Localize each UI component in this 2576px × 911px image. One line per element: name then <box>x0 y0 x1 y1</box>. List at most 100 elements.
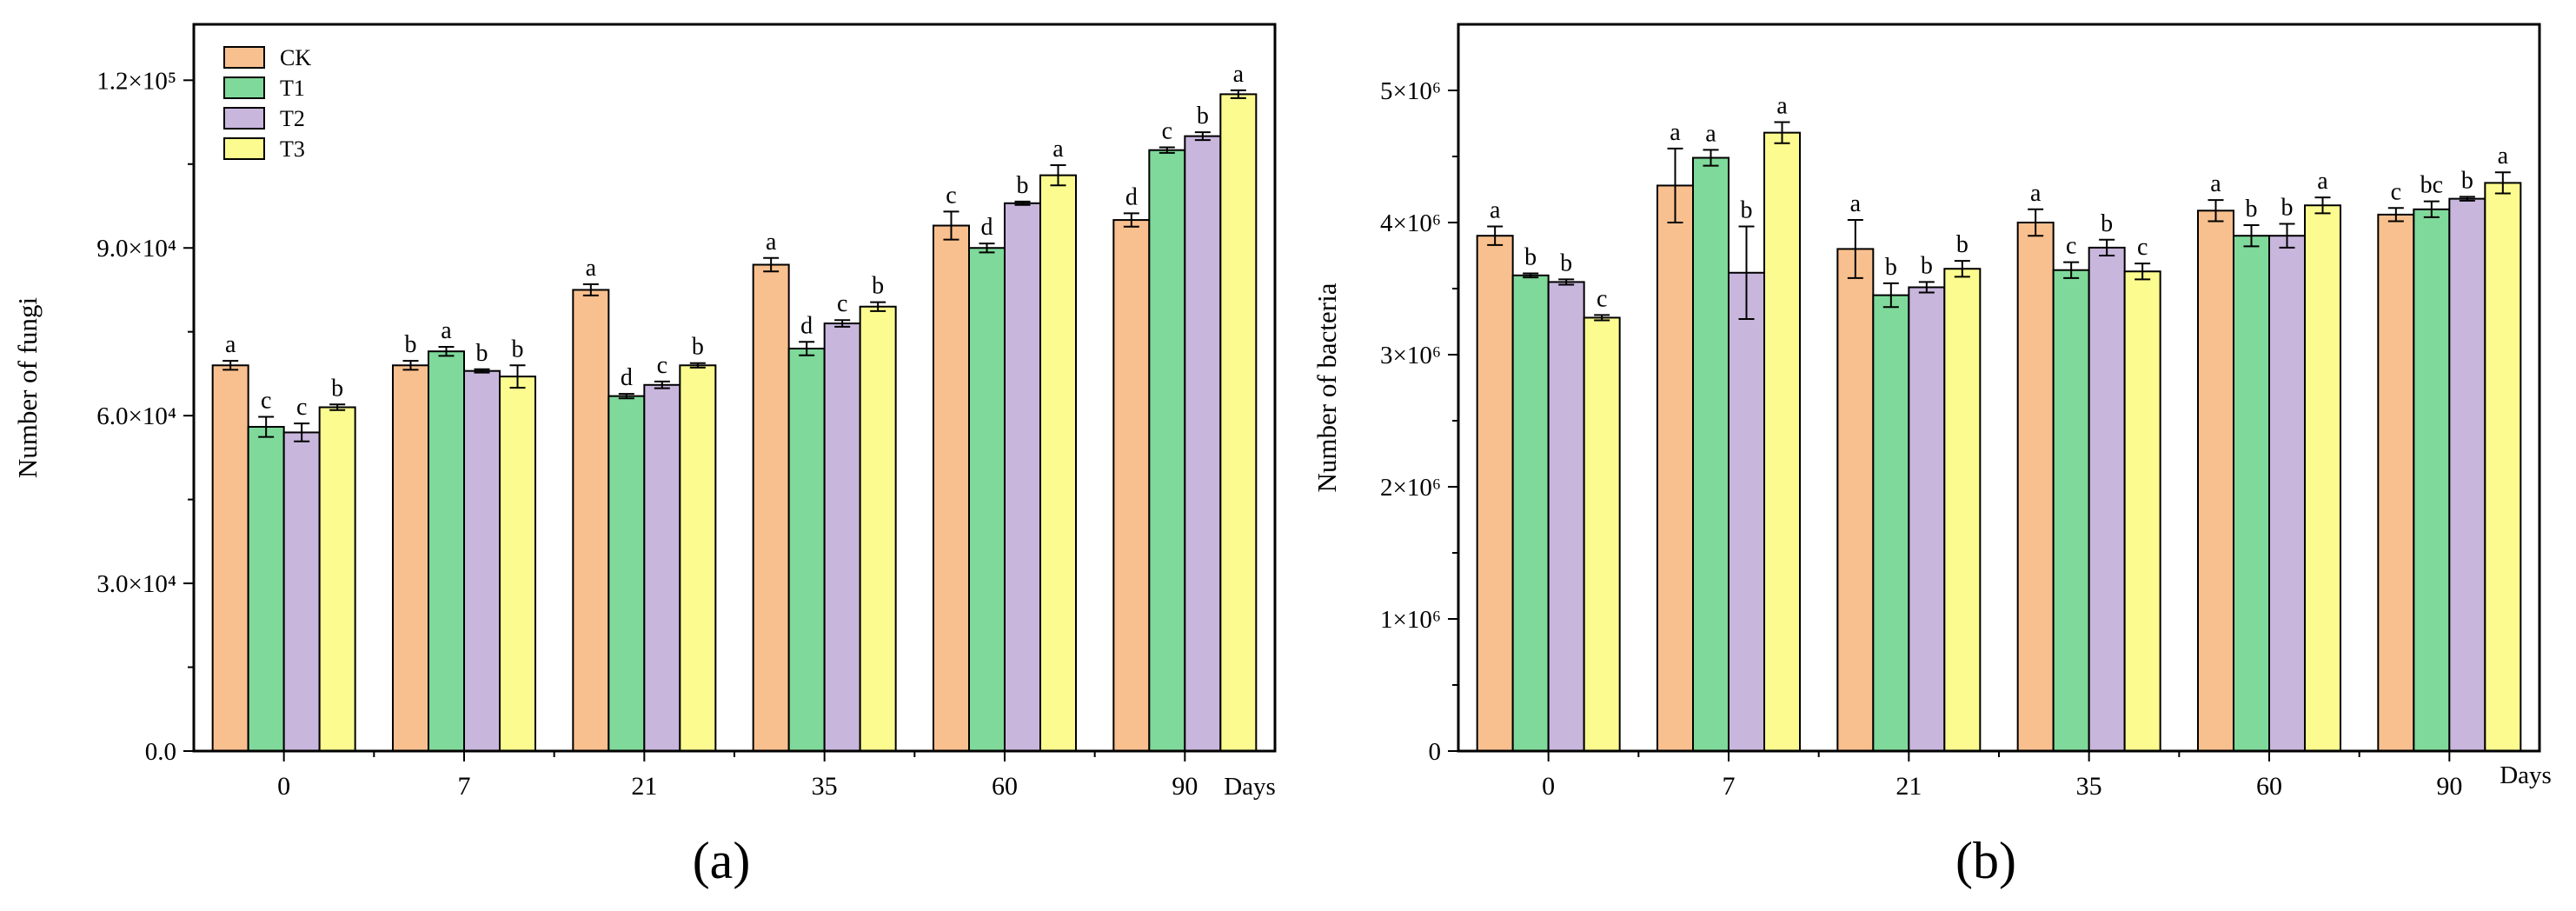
fungi-significance-letter-t1-day-7: a <box>441 317 452 344</box>
bacteria-bar-ck-day-60 <box>2197 209 2234 752</box>
legend-label-t3: T3 <box>280 136 305 162</box>
fungi-x-tick-label-35: 35 <box>812 772 838 801</box>
bacteria-significance-letter-t2-day-0: b <box>1560 249 1572 276</box>
fungi-bar-ck-day-7 <box>392 364 429 752</box>
legend-swatch-t3 <box>223 137 265 160</box>
bacteria-bar-t2-day-60 <box>2268 235 2306 752</box>
bacteria-significance-letter-t2-day-60: b <box>2281 195 2294 222</box>
fungi-bar-t2-day-7 <box>463 369 501 752</box>
bacteria-significance-letter-t3-day-7: a <box>1776 92 1788 119</box>
fungi-bar-t2-day-0 <box>282 431 321 752</box>
fungi-bar-t2-day-35 <box>823 323 861 752</box>
bacteria-significance-letter-t1-day-90: bc <box>2420 172 2443 199</box>
bacteria-bar-ck-day-35 <box>2016 222 2055 752</box>
fungi-bar-t3-day-0 <box>318 406 356 752</box>
bacteria-bar-t1-day-7 <box>1692 156 1730 752</box>
fungi-bar-t1-day-0 <box>247 426 285 752</box>
fungi-x-tick-label-0: 0 <box>277 772 290 801</box>
fungi-significance-letter-t1-day-90: c <box>1162 117 1172 144</box>
fungi-bar-t3-day-90 <box>1219 93 1258 752</box>
bacteria-significance-letter-t1-day-21: b <box>1885 254 1897 281</box>
fungi-significance-letter-t2-day-7: b <box>476 340 488 367</box>
fungi-y-axis-label: Number of fungi <box>12 296 43 478</box>
fungi-x-tick-label-90: 90 <box>1172 772 1198 801</box>
fungi-bar-t3-day-35 <box>859 305 897 752</box>
bacteria-y-tick-label-5: 5×10⁶ <box>1380 77 1441 105</box>
bacteria-significance-letter-t1-day-7: a <box>1705 120 1716 147</box>
legend-label-ck: CK <box>280 45 311 70</box>
bacteria-bar-t2-day-21 <box>1908 286 1946 753</box>
fungi-bar-t2-day-21 <box>643 383 681 752</box>
bacteria-x-tick-label-21: 21 <box>1895 772 1922 801</box>
fungi-bar-t3-day-60 <box>1039 174 1077 752</box>
fungi-bar-t2-day-90 <box>1184 135 1222 753</box>
fungi-x-axis-label: Days <box>1224 773 1276 801</box>
bacteria-significance-letter-t2-day-21: b <box>1921 252 1933 279</box>
bacteria-bar-t2-day-0 <box>1547 281 1585 752</box>
fungi-bar-ck-day-60 <box>933 224 970 752</box>
bacteria-bar-t3-day-7 <box>1763 131 1801 752</box>
fungi-significance-letter-t1-day-0: c <box>261 387 271 414</box>
fungi-x-tick-label-21: 21 <box>631 772 657 801</box>
fungi-bar-t1-day-60 <box>968 247 1006 752</box>
bacteria-bar-t1-day-0 <box>1511 274 1550 752</box>
bacteria-significance-letter-ck-day-90: c <box>2391 178 2401 205</box>
fungi-significance-letter-t2-day-21: c <box>657 352 667 379</box>
bacteria-significance-letter-t1-day-0: b <box>1524 244 1537 271</box>
bacteria-bar-ck-day-21 <box>1836 248 1875 752</box>
bacteria-bar-ck-day-0 <box>1476 235 1514 752</box>
legend-label-t2: T2 <box>280 106 305 131</box>
bacteria-x-tick-label-0: 0 <box>1542 772 1555 801</box>
bacteria-x-tick-label-35: 35 <box>2076 772 2102 801</box>
fungi-bar-t3-day-21 <box>679 364 717 752</box>
bacteria-significance-letter-t3-day-90: a <box>2498 143 2509 170</box>
bacteria-significance-letter-t3-day-0: c <box>1597 285 1607 312</box>
bacteria-x-tick-label-7: 7 <box>1723 772 1736 801</box>
fungi-bar-t1-day-7 <box>428 350 465 752</box>
bacteria-significance-letter-t3-day-35: c <box>2137 234 2148 261</box>
bacteria-significance-letter-t2-day-90: b <box>2461 167 2473 194</box>
fungi-y-tick-label-4: 1.2×10⁵ <box>96 67 176 95</box>
fungi-significance-letter-t3-day-0: b <box>331 375 343 402</box>
bacteria-y-tick-label-3: 3×10⁶ <box>1380 342 1441 369</box>
bacteria-bar-t3-day-35 <box>2123 270 2161 752</box>
bacteria-significance-letter-t1-day-60: b <box>2246 196 2258 223</box>
fungi-y-tick-label-1: 3.0×10⁴ <box>96 570 176 598</box>
fungi-significance-letter-ck-day-21: a <box>586 255 597 282</box>
fungi-significance-letter-t1-day-35: d <box>800 312 813 339</box>
fungi-y-tick-label-3: 9.0×10⁴ <box>96 235 176 263</box>
bacteria-y-tick-label-4: 4×10⁶ <box>1380 209 1441 237</box>
bacteria-bar-t3-day-0 <box>1583 316 1621 752</box>
bacteria-bar-t1-day-90 <box>2413 208 2451 753</box>
fungi-panel-label: (a) <box>693 832 751 889</box>
fungi-y-tick-label-2: 6.0×10⁴ <box>96 402 176 430</box>
fungi-bar-t2-day-60 <box>1004 202 1041 753</box>
fungi-significance-letter-t2-day-90: b <box>1197 103 1209 130</box>
fungi-significance-letter-t3-day-90: a <box>1233 61 1245 88</box>
bacteria-significance-letter-t3-day-21: b <box>1956 231 1969 258</box>
bacteria-panel-label: (b) <box>1955 832 2016 889</box>
fungi-bar-ck-day-35 <box>752 263 790 752</box>
fungi-significance-letter-t2-day-0: c <box>296 394 307 421</box>
fungi-significance-letter-t3-day-35: b <box>872 273 884 300</box>
bacteria-bar-t3-day-90 <box>2484 182 2522 752</box>
fungi-significance-letter-t1-day-21: d <box>621 364 633 391</box>
bacteria-bar-t1-day-35 <box>2052 269 2090 753</box>
bacteria-significance-letter-ck-day-35: a <box>2030 180 2042 207</box>
fungi-significance-letter-t1-day-60: d <box>981 214 993 241</box>
bacteria-y-axis-label: Number of bacteria <box>1311 283 1342 492</box>
fungi-axis-ticks: 0 7 21 35 60 90 0.0 3.0×10⁴ 6.0×10⁴ 9.0×10⁴ 1.2×10… <box>96 67 1198 801</box>
legend-swatch-t2 <box>223 107 265 130</box>
bacteria-x-tick-label-90: 90 <box>2436 772 2462 801</box>
fungi-significance-letter-ck-day-90: d <box>1125 183 1138 210</box>
fungi-bar-t1-day-90 <box>1148 149 1186 752</box>
fungi-significance-letter-t3-day-60: a <box>1052 136 1064 163</box>
bacteria-significance-letter-t2-day-7: b <box>1741 197 1753 224</box>
fungi-significance-letter-t2-day-35: c <box>837 290 847 317</box>
fungi-bar-ck-day-21 <box>572 289 610 752</box>
fungi-significance-letter-t2-day-60: b <box>1017 172 1029 199</box>
bacteria-bar-t2-day-7 <box>1728 271 1765 752</box>
bacteria-significance-letter-t3-day-60: a <box>2317 168 2328 195</box>
